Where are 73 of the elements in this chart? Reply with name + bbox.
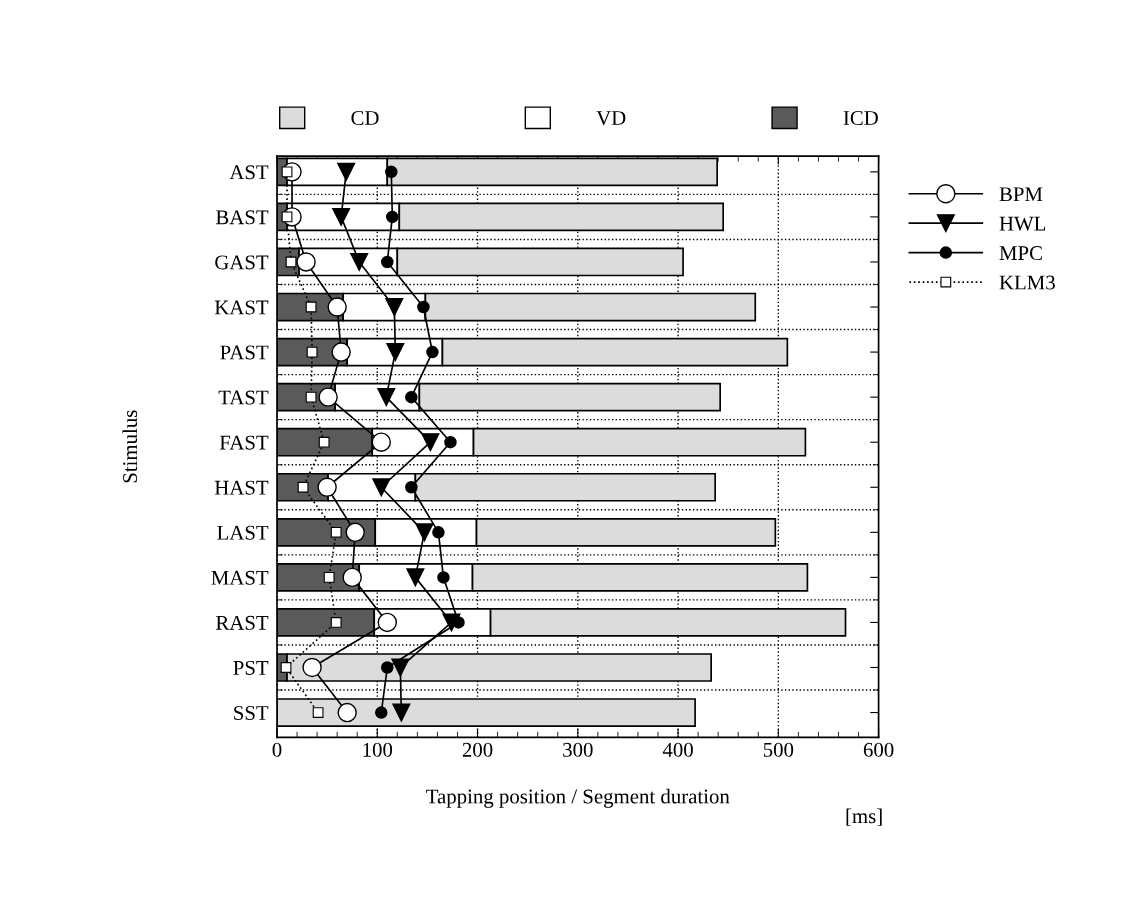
y-tick-label: TAST [218, 390, 269, 405]
point [302, 657, 322, 678]
point [405, 481, 418, 494]
point [342, 567, 362, 588]
point [417, 300, 430, 314]
x-tick-label: 600 [863, 742, 894, 757]
point [405, 390, 418, 404]
text: [ms] [846, 808, 882, 826]
y-tick-label: LAST [217, 525, 269, 540]
legend-label: HWL [999, 216, 1046, 231]
y-tick-label: HAST [214, 480, 269, 495]
legend-label: ICD [843, 111, 878, 126]
x-tick-label: 200 [462, 742, 493, 757]
point [392, 703, 411, 722]
legend-label: KLM3 [999, 275, 1055, 290]
point [432, 526, 445, 539]
point [331, 342, 351, 362]
point [415, 523, 434, 542]
y-tick-label: GAST [215, 255, 269, 270]
point [377, 388, 396, 407]
y-tick-label: PAST [220, 345, 269, 360]
point [421, 433, 440, 452]
point [426, 345, 439, 359]
point [437, 571, 450, 584]
legend-label: VD [596, 111, 626, 126]
y-tick-label: PST [233, 660, 269, 675]
point [312, 707, 324, 718]
y-tick-label: AST [229, 165, 269, 180]
point [330, 526, 342, 538]
y-tick-label: FAST [219, 435, 269, 450]
legend-label: MPC [999, 246, 1042, 261]
point [332, 207, 351, 226]
point [406, 568, 425, 587]
x-tick-label: 400 [662, 742, 693, 757]
point [318, 436, 330, 448]
legend-label: BPM [999, 187, 1043, 202]
point [306, 346, 318, 358]
point [305, 301, 317, 313]
point [385, 297, 404, 317]
point [375, 706, 388, 719]
point [385, 165, 398, 179]
point [330, 617, 342, 628]
x-tick-label: 100 [363, 742, 393, 757]
point [296, 252, 316, 272]
point [386, 343, 405, 362]
legend-label: CD [351, 111, 379, 126]
x-tick-label: 500 [763, 742, 794, 757]
point [381, 661, 394, 674]
y-tick-label: BAST [216, 210, 269, 225]
y-tick-label: MAST [211, 570, 269, 585]
point [297, 481, 309, 493]
point [386, 210, 399, 224]
point [318, 387, 338, 407]
point [350, 252, 369, 271]
point [337, 162, 356, 181]
y-tick-label: KAST [214, 300, 269, 315]
point [391, 658, 410, 677]
point [381, 255, 394, 269]
x-tick-label: 0 [272, 742, 282, 757]
point [372, 478, 391, 497]
y-tick-label: RAST [216, 615, 269, 630]
point [345, 522, 365, 543]
point [337, 702, 357, 723]
point [280, 662, 292, 673]
point [323, 571, 335, 583]
y-axis-title: Stimulus [122, 410, 138, 483]
x-tick-label: 300 [563, 742, 593, 757]
point [317, 477, 337, 497]
point [305, 391, 317, 403]
x-axis-title: Tapping position / Segment duration [426, 788, 730, 808]
point [444, 435, 457, 449]
y-tick-label: SST [234, 705, 269, 720]
point [327, 297, 347, 317]
